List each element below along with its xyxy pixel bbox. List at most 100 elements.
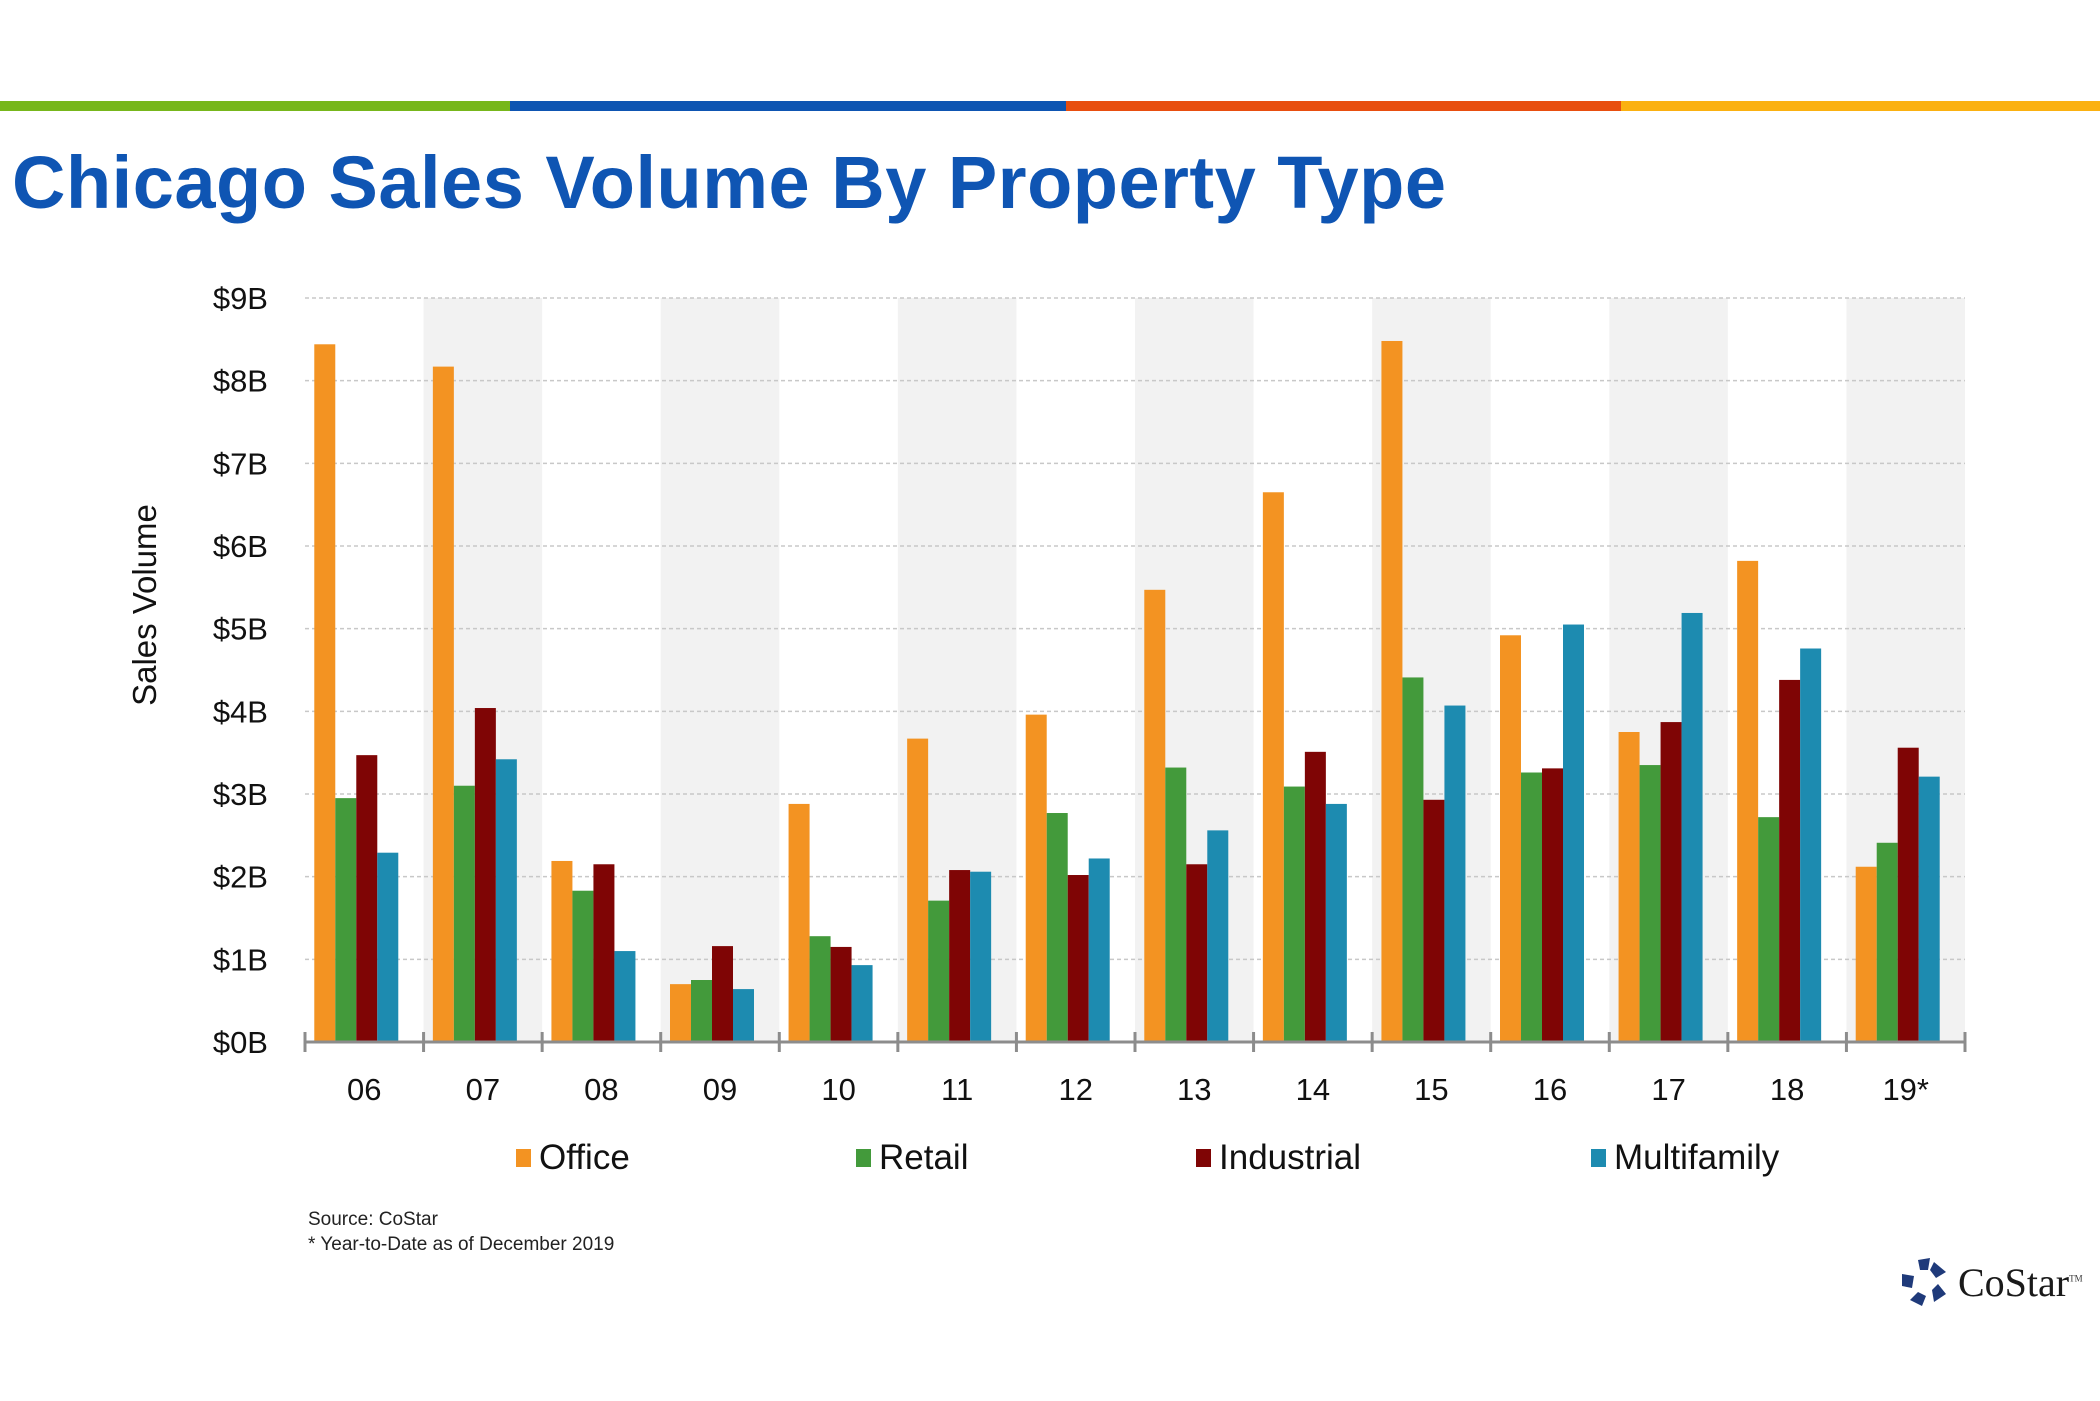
- bar-office-09: [670, 984, 691, 1042]
- bar-office-08: [551, 860, 573, 1042]
- bar-retail-18: [1758, 817, 1780, 1042]
- bar-industrial-11: [949, 870, 971, 1042]
- bar-office-19: [1855, 866, 1877, 1042]
- bar-retail-15: [1402, 677, 1424, 1042]
- x-tick-label: 16: [1533, 1072, 1567, 1107]
- bar-retail-09: [691, 980, 712, 1042]
- bar-multifamily-07: [495, 759, 517, 1042]
- bar-office-14: [1262, 492, 1284, 1042]
- legend-item-multifamily: Multifamily: [1591, 1138, 1779, 1178]
- x-tick-label: 17: [1651, 1072, 1685, 1107]
- bar-multifamily-18: [1800, 648, 1822, 1042]
- x-tick-label: 06: [347, 1072, 381, 1107]
- bar-industrial-16: [1542, 768, 1563, 1042]
- bar-office-06: [314, 344, 336, 1042]
- x-tick-label: 09: [703, 1072, 737, 1107]
- bar-multifamily-14: [1325, 803, 1347, 1042]
- y-tick-label: $9B: [213, 281, 268, 316]
- bar-office-16: [1500, 635, 1521, 1042]
- bar-multifamily-11: [970, 871, 992, 1042]
- y-axis-title: Sales Volume: [126, 504, 163, 706]
- x-tick-label: 11: [941, 1072, 973, 1107]
- bar-industrial-09: [712, 946, 733, 1042]
- y-tick-label: $3B: [213, 777, 268, 812]
- bar-industrial-14: [1304, 751, 1326, 1042]
- source-note: Source: CoStar: [308, 1209, 438, 1230]
- x-axis: [303, 1032, 1967, 1052]
- y-tick-label: $1B: [213, 942, 268, 977]
- legend-swatch-industrial: [1196, 1149, 1211, 1167]
- bar-retail-14: [1283, 786, 1305, 1042]
- legend-label-multifamily: Multifamily: [1614, 1138, 1780, 1177]
- bar-office-07: [432, 366, 454, 1042]
- bar-industrial-12: [1067, 875, 1089, 1042]
- legend-swatch-retail: [856, 1149, 871, 1167]
- bar-industrial-13: [1186, 864, 1208, 1042]
- legend-item-office: Office: [516, 1138, 630, 1178]
- bar-retail-19: [1876, 842, 1898, 1042]
- y-tick-label: $4B: [213, 694, 268, 729]
- trademark-mark: TM: [2069, 1273, 2083, 1284]
- x-tick-label: 10: [821, 1072, 855, 1107]
- costar-logo-text: CoStarTM: [1958, 1259, 2083, 1305]
- bar-office-13: [1144, 589, 1166, 1042]
- legend-swatch-office: [516, 1149, 531, 1167]
- bar-multifamily-19: [1918, 776, 1940, 1042]
- bar-office-10: [788, 803, 810, 1042]
- bar-industrial-15: [1423, 799, 1445, 1042]
- bar-multifamily-08: [614, 951, 636, 1042]
- page-title: Chicago Sales Volume By Property Type: [12, 141, 1447, 224]
- x-tick-label: 08: [584, 1072, 618, 1107]
- legend-label-industrial: Industrial: [1219, 1138, 1362, 1177]
- legend-label-office: Office: [539, 1138, 630, 1177]
- bar-industrial-18: [1779, 679, 1801, 1042]
- legend-label-retail: Retail: [879, 1138, 969, 1177]
- bar-retail-06: [335, 798, 357, 1042]
- x-tick-label: 07: [466, 1072, 500, 1107]
- bar-multifamily-12: [1088, 858, 1110, 1042]
- bars: [314, 340, 1940, 1042]
- bar-industrial-10: [830, 946, 852, 1042]
- bar-industrial-08: [593, 864, 615, 1042]
- legend: Office Retail Industrial Multifamily: [0, 1138, 2100, 1188]
- bar-industrial-07: [474, 708, 496, 1042]
- bar-industrial-17: [1660, 722, 1682, 1042]
- bar-retail-13: [1165, 767, 1187, 1042]
- bar-retail-16: [1521, 772, 1542, 1042]
- category-band: [660, 298, 780, 1042]
- bar-multifamily-17: [1681, 612, 1703, 1042]
- y-tick-label: $2B: [213, 860, 268, 895]
- y-tick-label: $0B: [213, 1025, 268, 1060]
- bar-office-15: [1381, 340, 1403, 1042]
- y-tick-label: $6B: [213, 529, 268, 564]
- y-axis-labels: $0B $1B $2B $3B $4B $5B $6B $7B $8B $9B: [213, 281, 268, 1060]
- bar-multifamily-06: [377, 852, 399, 1042]
- costar-star-icon: [1902, 1258, 1946, 1306]
- bar-industrial-06: [356, 755, 378, 1042]
- accent-stripe-orange: [1066, 101, 1621, 111]
- accent-stripe-yellow: [1621, 101, 2100, 111]
- y-tick-label: $5B: [213, 612, 268, 647]
- y-tick-label: $7B: [213, 446, 268, 481]
- bar-retail-11: [928, 900, 950, 1042]
- legend-item-industrial: Industrial: [1196, 1138, 1361, 1178]
- bar-retail-08: [572, 890, 594, 1042]
- x-tick-label: 15: [1414, 1072, 1448, 1107]
- x-tick-label: 12: [1058, 1072, 1092, 1107]
- bar-retail-12: [1046, 813, 1068, 1042]
- x-tick-label: 13: [1177, 1072, 1211, 1107]
- bar-multifamily-13: [1207, 830, 1229, 1042]
- accent-stripe-blue: [510, 101, 1066, 111]
- x-axis-labels: 06 07 08 09 10 11 12 13 14 15 16 17 18 19*: [347, 1072, 1929, 1107]
- ytd-footnote: * Year-to-Date as of December 2019: [308, 1234, 615, 1255]
- bar-office-17: [1618, 732, 1640, 1042]
- bar-multifamily-16: [1563, 624, 1584, 1042]
- bar-office-12: [1025, 714, 1047, 1042]
- bar-multifamily-10: [851, 965, 873, 1042]
- x-tick-label: 18: [1770, 1072, 1804, 1107]
- legend-swatch-multifamily: [1591, 1149, 1606, 1167]
- legend-item-retail: Retail: [856, 1138, 968, 1178]
- gridlines: [305, 297, 1965, 961]
- bar-retail-07: [453, 785, 475, 1042]
